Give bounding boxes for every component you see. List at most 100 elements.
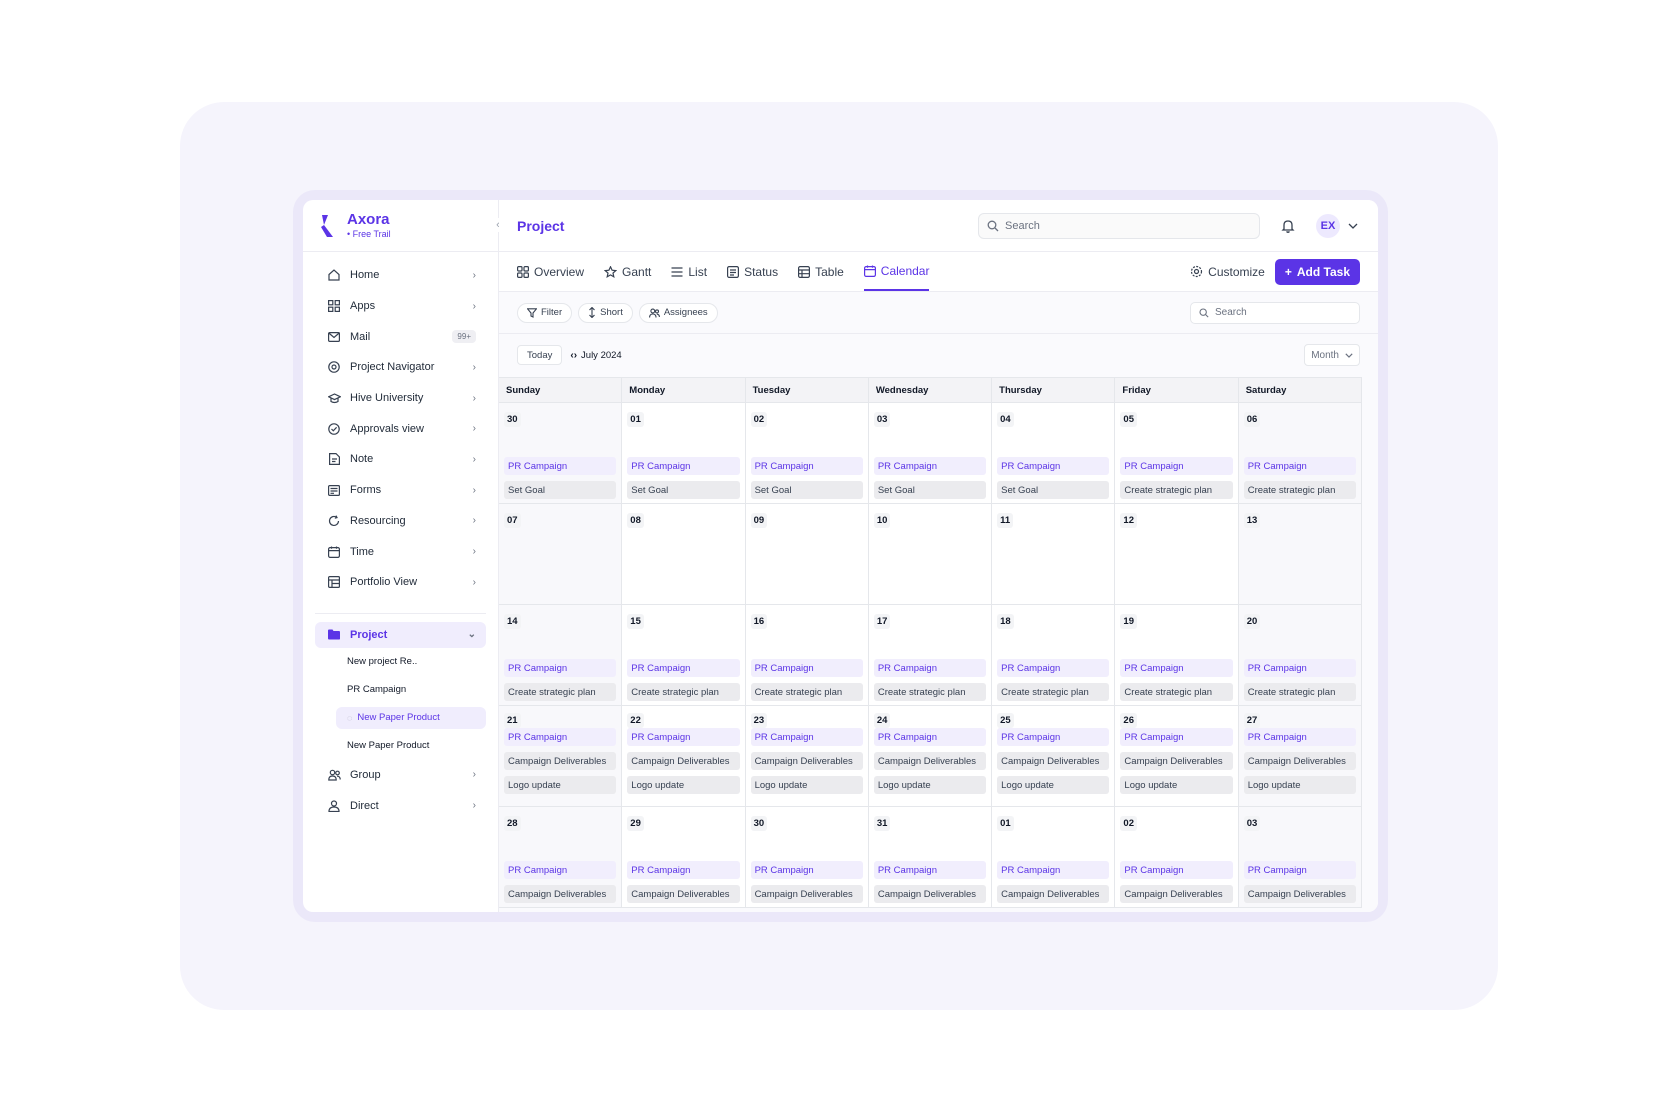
project-event-chip[interactable]: PR Campaign: [1243, 659, 1356, 677]
prev-next-icon[interactable]: ‹›: [570, 349, 578, 361]
add-task-button[interactable]: + Add Task: [1274, 258, 1360, 285]
calendar-day-cell[interactable]: 14 PR Campaign Create strategic plan: [499, 605, 623, 705]
sidebar-item-resourcing[interactable]: Resourcing ›: [315, 506, 486, 537]
calendar-day-cell[interactable]: 25 PR Campaign Campaign Deliverables Logo u…: [992, 706, 1116, 806]
tab-table[interactable]: Table: [798, 252, 844, 291]
sidebar-item-hive-university[interactable]: Hive University ›: [315, 383, 486, 414]
calendar-day-cell[interactable]: 27 PR Campaign Campaign Deliverables Logo u…: [1238, 706, 1362, 806]
project-event-chip[interactable]: PR Campaign: [750, 728, 863, 746]
calendar-day-cell[interactable]: 17 PR Campaign Create strategic plan: [868, 605, 993, 705]
project-event-chip[interactable]: PR Campaign: [1243, 861, 1356, 879]
task-event-chip[interactable]: Campaign Deliverables: [504, 885, 617, 903]
calendar-day-cell[interactable]: 16 PR Campaign Create strategic plan: [745, 605, 869, 705]
sidebar-item-project-navigator[interactable]: Project Navigator ›: [315, 352, 486, 383]
chevron-down-icon[interactable]: [1348, 223, 1358, 229]
task-event-chip[interactable]: Campaign Deliverables: [873, 752, 987, 770]
task-event-chip[interactable]: Logo update: [873, 776, 987, 794]
project-subitem[interactable]: ◌ New Paper Product: [336, 706, 486, 729]
tab-list[interactable]: List: [671, 252, 707, 291]
calendar-day-cell[interactable]: 19 PR Campaign Create strategic plan: [1115, 605, 1239, 705]
task-event-chip[interactable]: Campaign Deliverables: [1243, 752, 1356, 770]
task-event-chip[interactable]: Campaign Deliverables: [504, 752, 617, 770]
task-event-chip[interactable]: Campaign Deliverables: [1243, 885, 1356, 903]
sort-button[interactable]: Short: [578, 302, 633, 323]
calendar-day-cell[interactable]: 09: [745, 504, 869, 604]
task-event-chip[interactable]: Create strategic plan: [1243, 683, 1356, 701]
project-event-chip[interactable]: PR Campaign: [627, 659, 740, 677]
task-event-chip[interactable]: Logo update: [750, 776, 863, 794]
task-event-chip[interactable]: Logo update: [1120, 776, 1233, 794]
customize-button[interactable]: Customize: [1190, 252, 1265, 291]
project-event-chip[interactable]: PR Campaign: [873, 457, 987, 475]
task-event-chip[interactable]: Create strategic plan: [997, 683, 1110, 701]
project-event-chip[interactable]: PR Campaign: [627, 861, 740, 879]
project-event-chip[interactable]: PR Campaign: [997, 457, 1110, 475]
project-event-chip[interactable]: PR Campaign: [997, 659, 1110, 677]
calendar-day-cell[interactable]: 04 PR Campaign Set Goal: [992, 403, 1116, 503]
task-event-chip[interactable]: Set Goal: [997, 481, 1110, 499]
task-event-chip[interactable]: Create strategic plan: [504, 683, 617, 701]
project-event-chip[interactable]: PR Campaign: [504, 659, 617, 677]
calendar-day-cell[interactable]: 15 PR Campaign Create strategic plan: [622, 605, 746, 705]
project-event-chip[interactable]: PR Campaign: [1120, 457, 1233, 475]
tab-calendar[interactable]: Calendar: [863, 252, 930, 291]
sidebar-item-group[interactable]: Group ›: [315, 760, 486, 791]
calendar-day-cell[interactable]: 22 PR Campaign Campaign Deliverables Logo u…: [622, 706, 746, 806]
project-event-chip[interactable]: PR Campaign: [504, 457, 617, 475]
brand[interactable]: Axora • Free Trail: [303, 200, 498, 252]
calendar-day-cell[interactable]: 31 PR Campaign Campaign Deliverables: [868, 807, 993, 907]
task-event-chip[interactable]: Campaign Deliverables: [627, 752, 740, 770]
sidebar-item-direct[interactable]: Direct ›: [315, 790, 486, 821]
task-event-chip[interactable]: Set Goal: [750, 481, 863, 499]
tab-status[interactable]: Status: [727, 252, 778, 291]
task-event-chip[interactable]: Campaign Deliverables: [873, 885, 987, 903]
calendar-day-cell[interactable]: 01 PR Campaign Set Goal: [622, 403, 746, 503]
calendar-day-cell[interactable]: 01 PR Campaign Campaign Deliverables: [992, 807, 1116, 907]
assignees-button[interactable]: Assignees: [638, 302, 718, 323]
project-event-chip[interactable]: PR Campaign: [627, 457, 740, 475]
calendar-day-cell[interactable]: 18 PR Campaign Create strategic plan: [992, 605, 1116, 705]
calendar-day-cell[interactable]: 10: [868, 504, 993, 604]
calendar-day-cell[interactable]: 26 PR Campaign Campaign Deliverables Logo u…: [1115, 706, 1239, 806]
project-subitem[interactable]: PR Campaign: [303, 676, 486, 704]
task-event-chip[interactable]: Logo update: [997, 776, 1110, 794]
task-event-chip[interactable]: Campaign Deliverables: [750, 885, 863, 903]
task-event-chip[interactable]: Create strategic plan: [750, 683, 863, 701]
avatar[interactable]: EX: [1316, 213, 1340, 238]
project-event-chip[interactable]: PR Campaign: [997, 728, 1110, 746]
sidebar-item-approvals-view[interactable]: Approvals view ›: [315, 413, 486, 444]
project-event-chip[interactable]: PR Campaign: [873, 659, 987, 677]
calendar-day-cell[interactable]: 02 PR Campaign Set Goal: [745, 403, 869, 503]
calendar-day-cell[interactable]: 07: [499, 504, 623, 604]
calendar-day-cell[interactable]: 06 PR Campaign Create strategic plan: [1238, 403, 1362, 503]
task-event-chip[interactable]: Campaign Deliverables: [750, 752, 863, 770]
calendar-day-cell[interactable]: 28 PR Campaign Campaign Deliverables: [499, 807, 623, 907]
task-event-chip[interactable]: Campaign Deliverables: [1120, 752, 1233, 770]
global-search-input[interactable]: Search: [978, 212, 1260, 239]
project-event-chip[interactable]: PR Campaign: [504, 861, 617, 879]
task-event-chip[interactable]: Logo update: [627, 776, 740, 794]
calendar-search-input[interactable]: Search: [1190, 301, 1360, 324]
project-event-chip[interactable]: PR Campaign: [750, 457, 863, 475]
project-event-chip[interactable]: PR Campaign: [627, 728, 740, 746]
calendar-day-cell[interactable]: 21 PR Campaign Campaign Deliverables Logo u…: [499, 706, 623, 806]
task-event-chip[interactable]: Create strategic plan: [1120, 481, 1233, 499]
task-event-chip[interactable]: Set Goal: [627, 481, 740, 499]
task-event-chip[interactable]: Logo update: [1243, 776, 1356, 794]
project-event-chip[interactable]: PR Campaign: [873, 728, 987, 746]
sidebar-item-note[interactable]: Note ›: [315, 444, 486, 475]
task-event-chip[interactable]: Campaign Deliverables: [997, 885, 1110, 903]
sidebar-item-mail[interactable]: Mail 99+: [315, 321, 486, 352]
calendar-day-cell[interactable]: 03 PR Campaign Campaign Deliverables: [1238, 807, 1362, 907]
calendar-day-cell[interactable]: 11: [992, 504, 1116, 604]
calendar-day-cell[interactable]: 30 PR Campaign Set Goal: [499, 403, 623, 503]
tab-gantt[interactable]: Gantt: [604, 252, 651, 291]
task-event-chip[interactable]: Set Goal: [873, 481, 987, 499]
calendar-day-cell[interactable]: 23 PR Campaign Campaign Deliverables Logo u…: [745, 706, 869, 806]
task-event-chip[interactable]: Create strategic plan: [1120, 683, 1233, 701]
project-event-chip[interactable]: PR Campaign: [504, 728, 617, 746]
month-navigator[interactable]: ‹› July 2024: [570, 350, 621, 361]
sidebar-item-forms[interactable]: Forms ›: [315, 475, 486, 506]
view-select[interactable]: Month: [1304, 344, 1360, 366]
filter-button[interactable]: Filter: [517, 302, 573, 323]
